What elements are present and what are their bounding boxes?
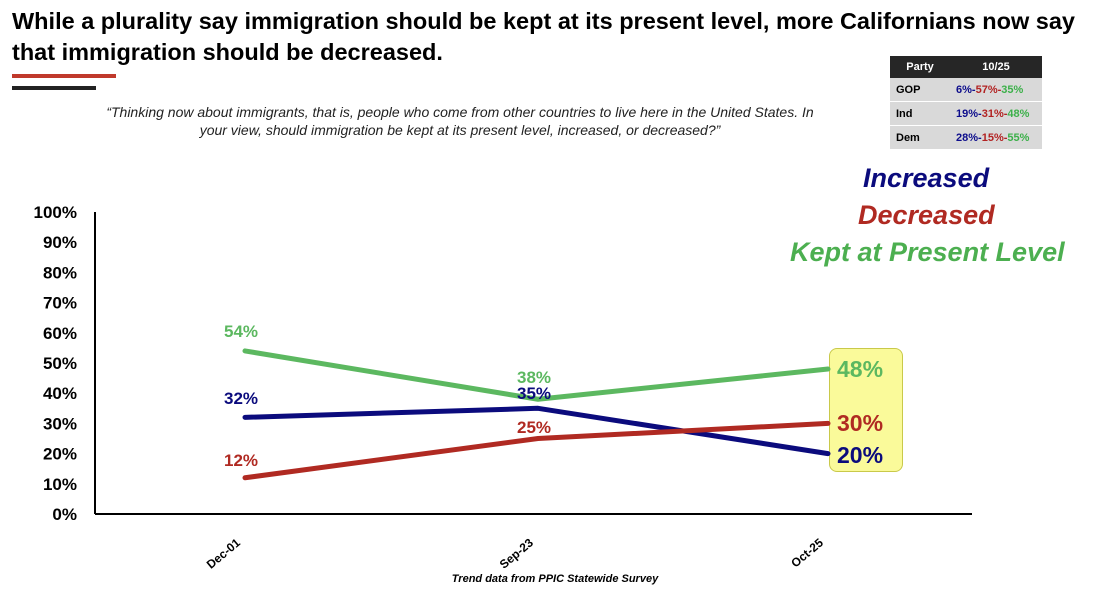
data-label-decreased: 12% [224, 451, 258, 470]
legend-increased: Increased [863, 163, 990, 193]
party-table-header-row: Party 10/25 [890, 56, 1042, 78]
party-values-cell: 6%-57%-35% [950, 78, 1042, 102]
party-value-separator: - [1003, 107, 1008, 120]
series-line-kept [242, 348, 831, 402]
survey-question: “Thinking now about immigrants, that is,… [106, 104, 814, 138]
y-tick-label: 100% [34, 203, 77, 222]
party-increased-value: 6% [956, 83, 972, 96]
data-label-kept: 38% [517, 368, 551, 387]
party-value-separator: - [978, 107, 982, 120]
party-table-row: GOP 6%-57%-35% [890, 78, 1042, 102]
series-line-increased [242, 405, 831, 457]
y-tick-label: 60% [43, 324, 77, 343]
x-tick-label: Dec-01 [204, 535, 243, 571]
y-tick-label: 10% [43, 475, 77, 494]
party-name-cell: Dem [890, 125, 950, 150]
party-increased-value: 28% [956, 131, 979, 144]
party-increased-value: 19% [956, 107, 979, 120]
y-tick-label: 40% [43, 384, 77, 403]
party-value-separator: - [978, 131, 982, 144]
data-label-increased: 35% [517, 384, 551, 403]
y-tick-label: 80% [43, 263, 77, 282]
data-label-kept: 54% [224, 322, 258, 341]
party-breakdown-table: Party 10/25 GOP 6%-57%-35% Ind 19%-31%-48% D… [890, 56, 1042, 150]
y-tick-label: 50% [43, 354, 77, 373]
party-name-cell: GOP [890, 78, 950, 102]
latest-values-highlight-box [829, 348, 903, 472]
party-decreased-value: 31% [981, 107, 1004, 120]
date-column-header: 10/25 [950, 56, 1042, 78]
title-accent-black-rule [12, 86, 96, 90]
source-footnote: Trend data from PPIC Statewide Survey [451, 573, 659, 585]
party-kept-value: 55% [1007, 131, 1030, 144]
title-accent-red-rule [12, 74, 116, 78]
party-column-header: Party [890, 56, 950, 78]
legend-decreased: Decreased [858, 200, 995, 230]
legend-kept-present-level: Kept at Present Level [790, 237, 1065, 267]
data-label-decreased: 30% [837, 410, 883, 436]
party-value-separator: - [997, 83, 1002, 96]
y-tick-label: 70% [43, 294, 77, 313]
party-values-cell: 19%-31%-48% [950, 101, 1042, 126]
data-label-decreased: 25% [517, 418, 551, 437]
y-tick-label: 20% [43, 445, 77, 464]
party-kept-value: 35% [1001, 83, 1024, 96]
y-tick-label: 90% [43, 233, 77, 252]
party-value-separator: - [1003, 131, 1008, 144]
party-decreased-value: 57% [975, 83, 998, 96]
data-label-increased: 32% [224, 389, 258, 408]
data-label-kept: 48% [837, 356, 883, 382]
party-kept-value: 48% [1007, 107, 1030, 120]
party-values-cell: 28%-15%-55% [950, 125, 1042, 150]
party-name-cell: Ind [890, 101, 950, 126]
party-table-row: Ind 19%-31%-48% [890, 101, 1042, 126]
party-value-separator: - [971, 83, 976, 96]
page-title: While a plurality say immigration should… [12, 8, 1075, 65]
x-tick-label: Oct-25 [788, 535, 826, 570]
series-line-decreased [242, 420, 831, 481]
data-label-increased: 20% [837, 442, 883, 468]
party-table-row: Dem 28%-15%-55% [890, 125, 1042, 150]
y-tick-label: 30% [43, 414, 77, 433]
y-tick-label: 0% [52, 505, 77, 524]
x-tick-label: Sep-23 [497, 535, 536, 571]
party-decreased-value: 15% [981, 131, 1004, 144]
